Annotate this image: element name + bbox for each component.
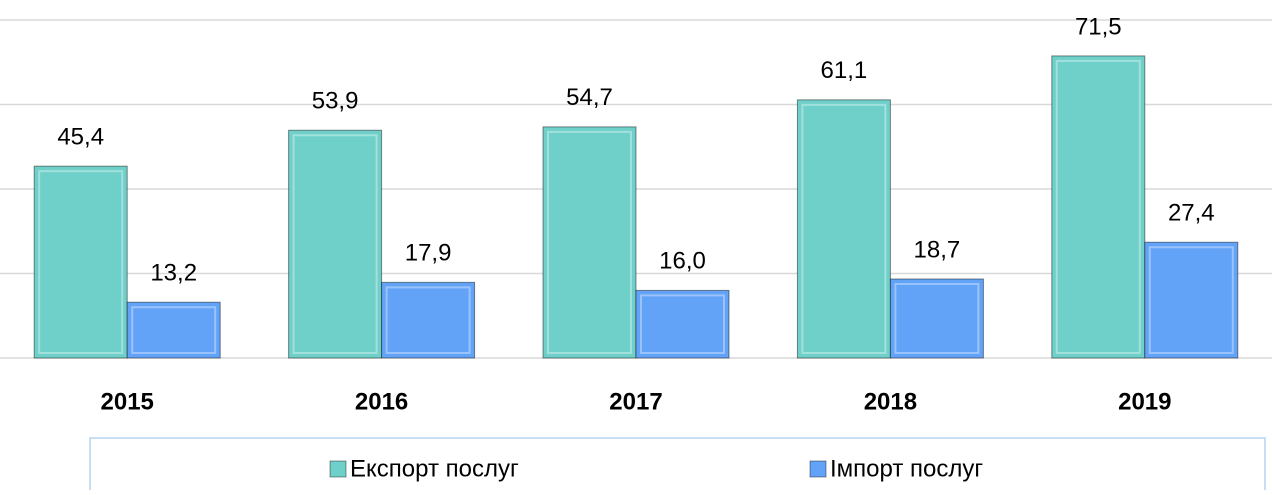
bar-bevel: [131, 306, 217, 355]
bar: [1051, 55, 1146, 359]
data-label: 71,5: [1075, 13, 1122, 40]
data-label: 61,1: [821, 57, 868, 84]
bar: [542, 126, 637, 359]
data-label: 45,4: [57, 124, 104, 151]
bar: [33, 165, 128, 359]
bar-bevel: [801, 103, 887, 355]
bar: [635, 289, 730, 359]
data-label: 54,7: [566, 84, 613, 111]
bar: [126, 301, 221, 359]
x-tick-label: 2019: [1118, 388, 1171, 415]
legend-label: Імпорт послуг: [830, 455, 983, 482]
bar: [381, 281, 476, 359]
bar-bevel: [38, 170, 124, 354]
x-tick-label: 2017: [609, 388, 662, 415]
data-label: 17,9: [405, 240, 452, 267]
x-tick-label: 2018: [864, 388, 917, 415]
bar-bevel: [1148, 246, 1234, 354]
x-tick-label: 2016: [355, 388, 408, 415]
x-tick-label: 2015: [101, 388, 154, 415]
bar-bevel: [292, 134, 378, 354]
bar-bevel: [385, 286, 471, 354]
legend-box: [89, 437, 1266, 495]
legend-label: Експорт послуг: [350, 455, 519, 482]
bar-bevel: [547, 130, 632, 354]
data-label: 53,9: [312, 88, 359, 115]
bar-bevel: [640, 294, 725, 354]
bar: [288, 129, 383, 359]
bar-bevel: [1055, 59, 1141, 354]
data-label: 16,0: [659, 248, 706, 275]
bar: [889, 278, 984, 359]
bar: [796, 99, 891, 359]
bar: [1144, 241, 1239, 359]
legend-swatch: [329, 460, 347, 478]
data-label: 27,4: [1168, 200, 1215, 227]
data-label: 18,7: [914, 236, 961, 263]
bar-bevel: [894, 282, 980, 354]
legend-swatch: [809, 460, 827, 478]
data-label: 13,2: [150, 260, 197, 287]
